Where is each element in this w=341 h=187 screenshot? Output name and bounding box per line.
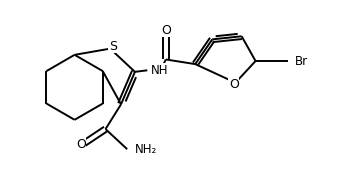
Text: NH: NH bbox=[151, 64, 168, 77]
Text: O: O bbox=[229, 78, 239, 91]
Text: NH₂: NH₂ bbox=[135, 143, 157, 156]
Text: Br: Br bbox=[295, 55, 308, 68]
Text: O: O bbox=[161, 24, 171, 37]
Text: O: O bbox=[76, 138, 86, 151]
Text: S: S bbox=[109, 40, 117, 53]
